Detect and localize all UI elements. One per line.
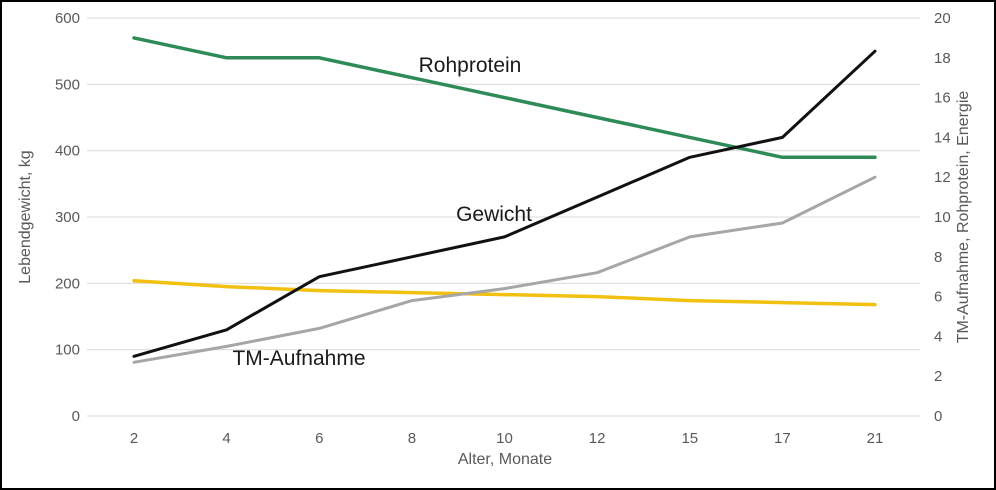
right-axis-tick: 10 bbox=[934, 209, 951, 226]
y-axis-title-right: TM-Aufnahme, Rohprotein, Energie bbox=[955, 91, 972, 344]
x-axis-tick: 10 bbox=[496, 430, 513, 447]
right-axis-tick: 20 bbox=[934, 10, 951, 27]
right-axis-tick: 14 bbox=[934, 129, 951, 146]
series-label-gewicht: Gewicht bbox=[456, 203, 532, 226]
x-axis-tick: 12 bbox=[589, 430, 606, 447]
right-axis-tick: 4 bbox=[934, 328, 942, 345]
gridlines bbox=[87, 17, 920, 417]
right-axis-tick: 18 bbox=[934, 50, 951, 67]
left-axis-tick: 400 bbox=[55, 143, 80, 160]
series-label-tm-aufnahme: TM-Aufnahme bbox=[232, 347, 365, 370]
left-axis-tick: 0 bbox=[72, 408, 80, 425]
left-axis-tick: 500 bbox=[55, 76, 80, 93]
x-axis-tick: 8 bbox=[408, 430, 416, 447]
x-axis-tick: 4 bbox=[222, 430, 230, 447]
x-axis-tick: 17 bbox=[774, 430, 791, 447]
right-axis-tick: 8 bbox=[934, 249, 942, 266]
x-axis-title: Alter, Monate bbox=[458, 451, 552, 468]
series-line-energie bbox=[132, 278, 877, 307]
y-axis-title-left: Lebendgewicht, kg bbox=[17, 150, 34, 283]
series-line-rohprotein bbox=[132, 36, 877, 160]
series-line-tm-aufnahme bbox=[132, 175, 877, 364]
series-label-rohprotein: Rohprotein bbox=[419, 54, 522, 77]
right-axis-tick: 16 bbox=[934, 90, 951, 107]
x-axis-tick: 6 bbox=[315, 430, 323, 447]
left-axis-tick: 100 bbox=[55, 342, 80, 359]
x-axis-tick: 15 bbox=[681, 430, 698, 447]
right-axis-tick: 0 bbox=[934, 408, 942, 425]
right-axis-tick: 2 bbox=[934, 368, 942, 385]
right-axis-tick: 6 bbox=[934, 289, 942, 306]
right-axis-tick: 12 bbox=[934, 169, 951, 186]
axis-tick-labels: 0 100 200 300 400 500 600 0 2 4 6 8 10 12 14 16 18 20 2 4 6 8… bbox=[55, 10, 951, 447]
left-axis-tick: 600 bbox=[55, 10, 80, 27]
x-axis-tick: 21 bbox=[867, 430, 884, 447]
series-line-gewicht bbox=[132, 49, 877, 358]
left-axis-tick: 200 bbox=[55, 275, 80, 292]
x-axis-tick: 2 bbox=[130, 430, 138, 447]
series-lines bbox=[132, 36, 877, 364]
left-axis-tick: 300 bbox=[55, 209, 80, 226]
